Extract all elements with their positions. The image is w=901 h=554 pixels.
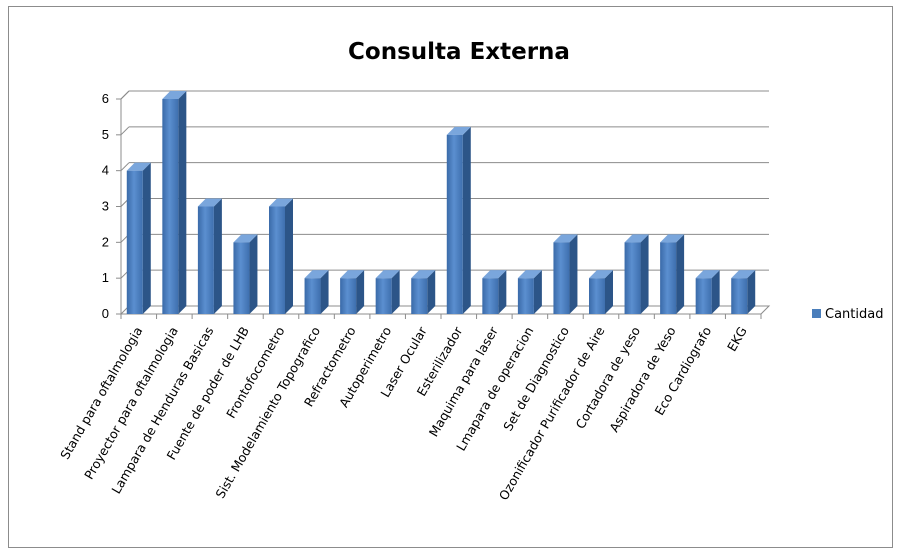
y-tick-label: 4 [102,163,109,178]
bar [482,270,507,314]
bar-front [731,278,748,314]
bar-top [482,270,507,279]
bar-side [640,234,649,314]
bar-front [197,206,214,314]
bar [660,234,685,314]
bar-side [533,270,542,314]
bar [304,270,329,314]
bar-top [411,270,436,279]
chart-frame: Consulta Externa 0 1 2 3 4 5 6 Stand para ofta… [8,6,893,548]
legend-label: Cantidad [825,307,883,322]
bar-front [340,278,357,314]
bar [197,198,222,314]
bar-side [498,270,507,314]
bar [162,91,187,314]
bar [411,270,436,314]
bar-front [411,278,428,314]
bar-top [660,234,685,243]
bar-side [569,234,578,314]
bar [375,270,400,314]
bar [624,234,649,314]
bar-front [446,134,463,314]
bar-side [320,270,329,314]
bar-front [269,206,285,314]
bar-front [589,278,605,314]
bar-front [375,278,392,314]
gridline-depth [120,126,130,136]
gridline-depth [120,162,130,172]
bar-top [197,198,222,207]
bar [269,198,293,314]
bar-top [446,126,471,135]
y-tick-label: 5 [102,127,109,142]
bar-side [356,270,365,314]
bar [446,126,471,314]
axis-layer: 0 1 2 3 4 5 6 [102,90,771,321]
bar-top [624,234,649,243]
x-category-label: EKG [724,324,750,354]
bar-side [285,198,293,314]
bar-chart: Consulta Externa 0 1 2 3 4 5 6 Stand para ofta… [57,39,883,503]
bar-top [304,270,329,279]
bar [340,270,365,314]
y-tick-label: 1 [102,270,109,285]
legend: Cantidad [812,307,883,322]
chart-title: Consulta Externa [348,39,570,65]
bar-side [462,126,471,314]
bar-top [233,234,258,243]
bar-layer [126,91,756,314]
bar-front [517,278,534,314]
x-category-label: Set de Diagnostico [500,324,572,434]
bar-top [731,270,756,279]
bar-top [695,270,720,279]
x-category-label: Cortadora de yeso [573,324,644,431]
bar-side [747,270,756,314]
bar-side [427,270,436,314]
bar-side [142,162,151,314]
legend-swatch [812,309,821,318]
bar-front [233,242,250,314]
bar-top [162,91,187,99]
bar-top [269,198,293,207]
y-axis-depth [120,90,130,100]
x-category-label: Aspiradora de Yeso [606,324,679,435]
y-tick-label: 3 [102,199,109,214]
y-tick-label: 0 [102,306,109,321]
bar-top [340,270,365,279]
bar [553,234,578,314]
y-tick-label: 2 [102,234,109,249]
bar [589,270,613,314]
bar-front [482,278,499,314]
bar [233,234,258,314]
bar-front [624,242,641,314]
bar-side [391,270,400,314]
bar [126,162,151,314]
bar-side [178,91,187,314]
bar-top [553,234,578,243]
bar [517,270,542,314]
bar-front [126,170,143,314]
bar-side [213,198,222,314]
bar-top [517,270,542,279]
bar-side [605,270,613,314]
bar-side [711,270,720,314]
bar [731,270,756,314]
bar-front [553,242,570,314]
bar-top [375,270,400,279]
bar-front [162,99,179,314]
bar-front [660,242,677,314]
bar-top [589,270,613,279]
y-tick-label: 6 [102,91,109,106]
bar-front [695,278,712,314]
bar-side [676,234,685,314]
bar-front [304,278,321,314]
bar [695,270,720,314]
bar-side [249,234,258,314]
